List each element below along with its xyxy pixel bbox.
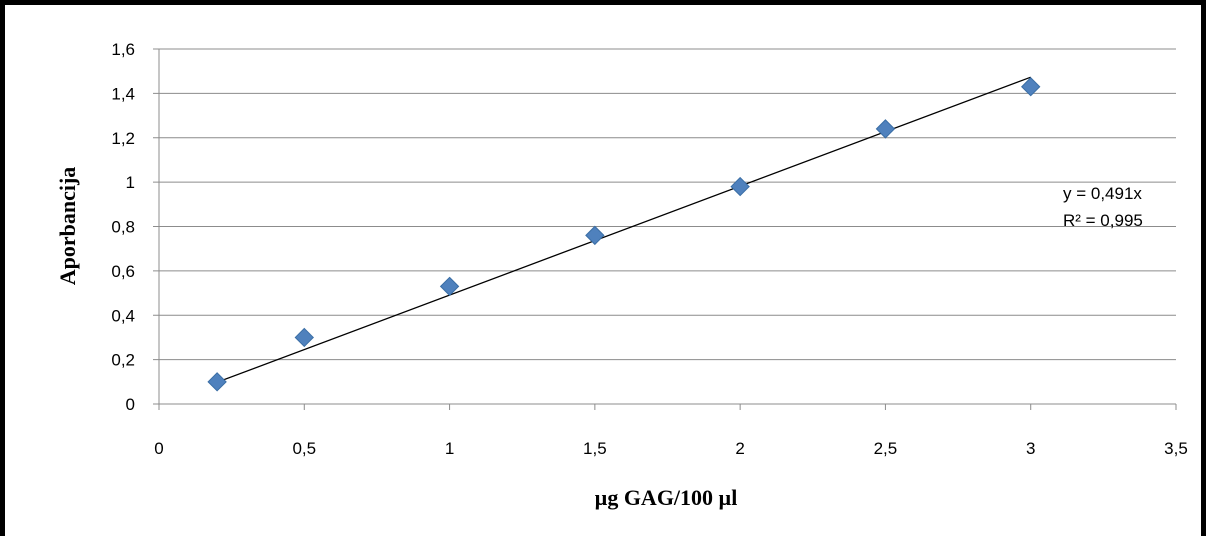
x-tick-label-5: 2,5	[874, 439, 898, 458]
x-tick-label-6: 3	[1026, 439, 1035, 458]
x-tick-label-7: 3,5	[1164, 439, 1188, 458]
data-point-0	[207, 372, 227, 392]
data-point-5	[875, 119, 896, 139]
x-tick-label-3: 1,5	[583, 439, 607, 458]
y-axis-title: Aporbancija	[55, 167, 80, 286]
trendline-group	[216, 76, 1031, 383]
y-tick-labels: 0 0,2 0,4 0,6 0,8 1 1,2 1,4 1,6	[111, 40, 135, 414]
axes	[153, 48, 1177, 410]
data-point-6	[1021, 77, 1041, 97]
y-tick-label-6: 1,2	[111, 129, 135, 148]
x-tick-label-0: 0	[154, 439, 163, 458]
trendline-equation: y = 0,491x	[1063, 184, 1142, 203]
y-tick-label-8: 1,6	[111, 40, 135, 59]
x-tick-label-1: 0,5	[292, 439, 316, 458]
y-tick-label-4: 0,8	[111, 218, 135, 237]
x-axis-title: µg GAG/100 µl	[595, 485, 738, 510]
gridlines	[159, 48, 1176, 361]
data-point-4	[730, 176, 750, 197]
y-tick-label-0: 0	[126, 395, 135, 414]
y-tick-label-3: 0,6	[111, 262, 135, 281]
data-points	[207, 77, 1041, 392]
data-point-1	[294, 327, 314, 348]
data-point-2	[439, 276, 460, 297]
y-tick-label-5: 1	[126, 173, 135, 192]
data-point-3	[585, 225, 605, 246]
trendline	[216, 76, 1031, 383]
y-tick-label-2: 0,4	[111, 306, 135, 325]
r-squared-label: R² = 0,995	[1063, 211, 1143, 230]
y-tick-label-1: 0,2	[111, 351, 135, 370]
x-tick-label-4: 2	[735, 439, 744, 458]
scatter-chart: 0 0,2 0,4 0,6 0,8 1 1,2 1,4 1,6 0 0,5 1 1,5 2 2,5 3 3,5…	[55, 40, 1188, 510]
y-tick-label-7: 1,4	[111, 84, 135, 103]
x-tick-labels: 0 0,5 1 1,5 2 2,5 3 3,5	[154, 439, 1188, 458]
x-tick-label-2: 1	[445, 439, 454, 458]
